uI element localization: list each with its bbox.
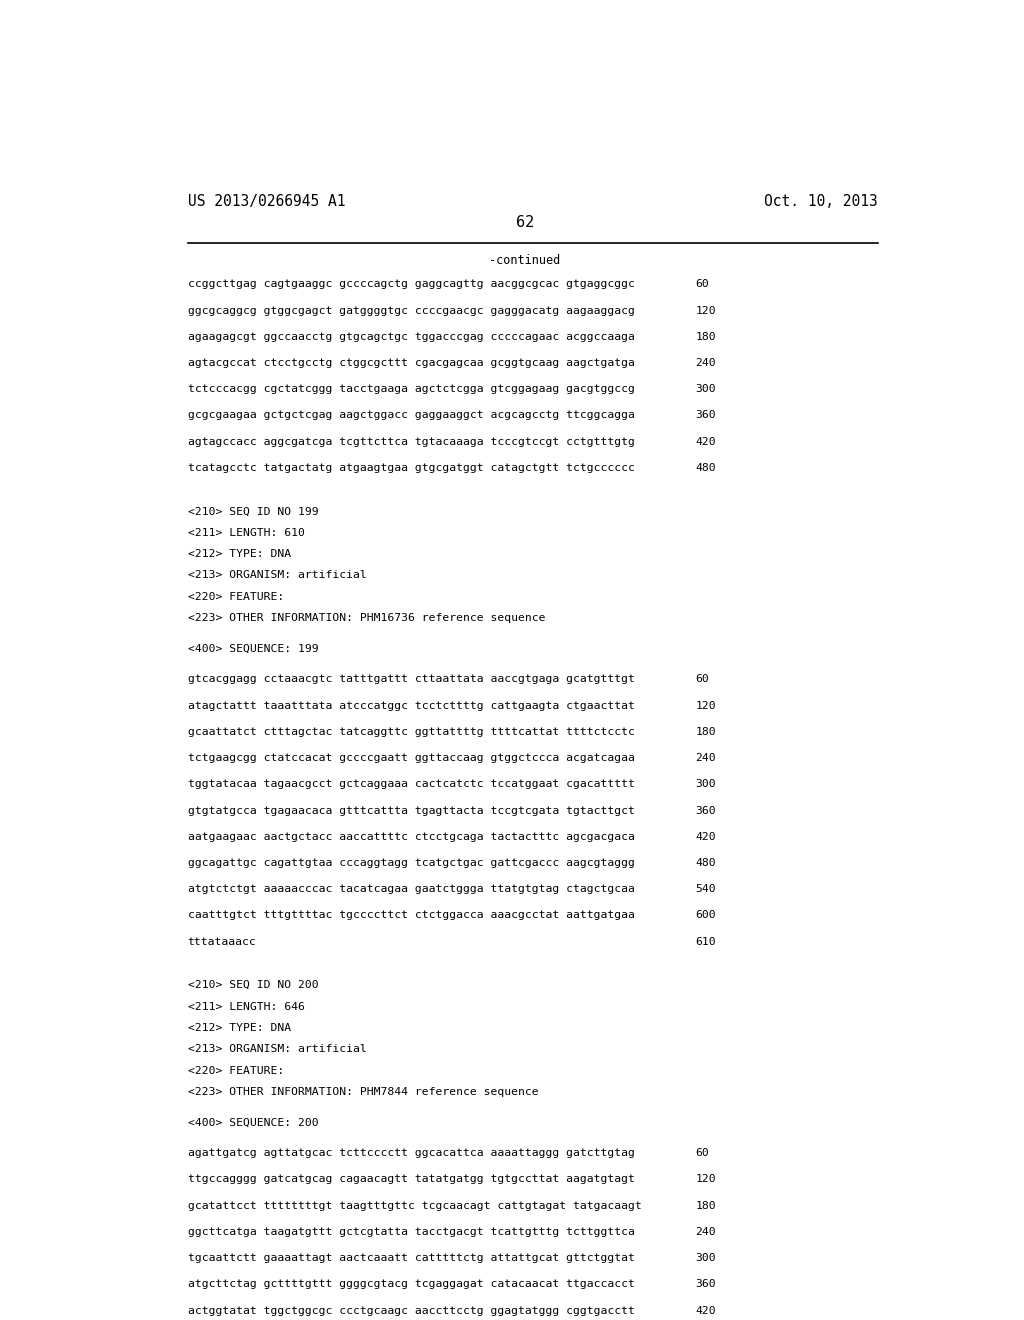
Text: 360: 360 — [695, 411, 716, 421]
Text: tggtatacaa tagaacgcct gctcaggaaa cactcatctc tccatggaat cgacattttt: tggtatacaa tagaacgcct gctcaggaaa cactcat… — [187, 779, 635, 789]
Text: agattgatcg agttatgcac tcttcccctt ggcacattca aaaattaggg gatcttgtag: agattgatcg agttatgcac tcttcccctt ggcacat… — [187, 1148, 635, 1158]
Text: 600: 600 — [695, 911, 716, 920]
Text: 420: 420 — [695, 1305, 716, 1316]
Text: 60: 60 — [695, 675, 710, 685]
Text: atagctattt taaatttata atcccatggc tcctcttttg cattgaagta ctgaacttat: atagctattt taaatttata atcccatggc tcctctt… — [187, 701, 635, 710]
Text: ccggcttgag cagtgaaggc gccccagctg gaggcagttg aacggcgcac gtgaggcggc: ccggcttgag cagtgaaggc gccccagctg gaggcag… — [187, 280, 635, 289]
Text: 180: 180 — [695, 331, 716, 342]
Text: aatgaagaac aactgctacc aaccattttc ctcctgcaga tactactttc agcgacgaca: aatgaagaac aactgctacc aaccattttc ctcctgc… — [187, 832, 635, 842]
Text: gcatattcct ttttttttgt taagtttgttc tcgcaacagt cattgtagat tatgacaagt: gcatattcct ttttttttgt taagtttgttc tcgcaa… — [187, 1201, 641, 1210]
Text: gcgcgaagaa gctgctcgag aagctggacc gaggaaggct acgcagcctg ttcggcagga: gcgcgaagaa gctgctcgag aagctggacc gaggaag… — [187, 411, 635, 421]
Text: 120: 120 — [695, 701, 716, 710]
Text: <400> SEQUENCE: 199: <400> SEQUENCE: 199 — [187, 644, 318, 653]
Text: 420: 420 — [695, 832, 716, 842]
Text: atgcttctag gcttttgttt ggggcgtacg tcgaggagat catacaacat ttgaccacct: atgcttctag gcttttgttt ggggcgtacg tcgagga… — [187, 1279, 635, 1290]
Text: <211> LENGTH: 610: <211> LENGTH: 610 — [187, 528, 304, 537]
Text: tctgaagcgg ctatccacat gccccgaatt ggttaccaag gtggctccca acgatcagaa: tctgaagcgg ctatccacat gccccgaatt ggttacc… — [187, 754, 635, 763]
Text: 120: 120 — [695, 1175, 716, 1184]
Text: 62: 62 — [516, 215, 534, 230]
Text: 300: 300 — [695, 1253, 716, 1263]
Text: 180: 180 — [695, 727, 716, 737]
Text: gcaattatct ctttagctac tatcaggttc ggttattttg ttttcattat ttttctcctc: gcaattatct ctttagctac tatcaggttc ggttatt… — [187, 727, 635, 737]
Text: 300: 300 — [695, 384, 716, 395]
Text: tcatagcctc tatgactatg atgaagtgaa gtgcgatggt catagctgtt tctgcccccc: tcatagcctc tatgactatg atgaagtgaa gtgcgat… — [187, 463, 635, 473]
Text: <211> LENGTH: 646: <211> LENGTH: 646 — [187, 1002, 304, 1011]
Text: 240: 240 — [695, 1226, 716, 1237]
Text: 540: 540 — [695, 884, 716, 894]
Text: gtgtatgcca tgagaacaca gtttcattta tgagttacta tccgtcgata tgtacttgct: gtgtatgcca tgagaacaca gtttcattta tgagtta… — [187, 805, 635, 816]
Text: 120: 120 — [695, 305, 716, 315]
Text: actggtatat tggctggcgc ccctgcaagc aaccttcctg ggagtatggg cggtgacctt: actggtatat tggctggcgc ccctgcaagc aaccttc… — [187, 1305, 635, 1316]
Text: agtagccacc aggcgatcga tcgttcttca tgtacaaaga tcccgtccgt cctgtttgtg: agtagccacc aggcgatcga tcgttcttca tgtacaa… — [187, 437, 635, 446]
Text: tttataaacc: tttataaacc — [187, 937, 256, 946]
Text: <210> SEQ ID NO 199: <210> SEQ ID NO 199 — [187, 507, 318, 516]
Text: 480: 480 — [695, 463, 716, 473]
Text: 240: 240 — [695, 358, 716, 368]
Text: ggcgcaggcg gtggcgagct gatggggtgc ccccgaacgc gagggacatg aagaaggacg: ggcgcaggcg gtggcgagct gatggggtgc ccccgaa… — [187, 305, 635, 315]
Text: <220> FEATURE:: <220> FEATURE: — [187, 1065, 284, 1076]
Text: Oct. 10, 2013: Oct. 10, 2013 — [764, 194, 878, 209]
Text: 300: 300 — [695, 779, 716, 789]
Text: 360: 360 — [695, 1279, 716, 1290]
Text: US 2013/0266945 A1: US 2013/0266945 A1 — [187, 194, 345, 209]
Text: <213> ORGANISM: artificial: <213> ORGANISM: artificial — [187, 570, 367, 581]
Text: 610: 610 — [695, 937, 716, 946]
Text: tctcccacgg cgctatcggg tacctgaaga agctctcgga gtcggagaag gacgtggccg: tctcccacgg cgctatcggg tacctgaaga agctctc… — [187, 384, 635, 395]
Text: ggcagattgc cagattgtaa cccaggtagg tcatgctgac gattcgaccc aagcgtaggg: ggcagattgc cagattgtaa cccaggtagg tcatgct… — [187, 858, 635, 869]
Text: 420: 420 — [695, 437, 716, 446]
Text: tgcaattctt gaaaattagt aactcaaatt catttttctg attattgcat gttctggtat: tgcaattctt gaaaattagt aactcaaatt cattttt… — [187, 1253, 635, 1263]
Text: ttgccagggg gatcatgcag cagaacagtt tatatgatgg tgtgccttat aagatgtagt: ttgccagggg gatcatgcag cagaacagtt tatatga… — [187, 1175, 635, 1184]
Text: <212> TYPE: DNA: <212> TYPE: DNA — [187, 1023, 291, 1032]
Text: <223> OTHER INFORMATION: PHM7844 reference sequence: <223> OTHER INFORMATION: PHM7844 referen… — [187, 1086, 539, 1097]
Text: 180: 180 — [695, 1201, 716, 1210]
Text: <400> SEQUENCE: 200: <400> SEQUENCE: 200 — [187, 1117, 318, 1127]
Text: caatttgtct tttgttttac tgccccttct ctctggacca aaacgcctat aattgatgaa: caatttgtct tttgttttac tgccccttct ctctgga… — [187, 911, 635, 920]
Text: ggcttcatga taagatgttt gctcgtatta tacctgacgt tcattgtttg tcttggttca: ggcttcatga taagatgttt gctcgtatta tacctga… — [187, 1226, 635, 1237]
Text: gtcacggagg cctaaacgtc tatttgattt cttaattata aaccgtgaga gcatgtttgt: gtcacggagg cctaaacgtc tatttgattt cttaatt… — [187, 675, 635, 685]
Text: agtacgccat ctcctgcctg ctggcgcttt cgacgagcaa gcggtgcaag aagctgatga: agtacgccat ctcctgcctg ctggcgcttt cgacgag… — [187, 358, 635, 368]
Text: 360: 360 — [695, 805, 716, 816]
Text: 60: 60 — [695, 1148, 710, 1158]
Text: 480: 480 — [695, 858, 716, 869]
Text: <213> ORGANISM: artificial: <213> ORGANISM: artificial — [187, 1044, 367, 1055]
Text: <220> FEATURE:: <220> FEATURE: — [187, 591, 284, 602]
Text: 60: 60 — [695, 280, 710, 289]
Text: -continued: -continued — [489, 253, 560, 267]
Text: <212> TYPE: DNA: <212> TYPE: DNA — [187, 549, 291, 560]
Text: <210> SEQ ID NO 200: <210> SEQ ID NO 200 — [187, 981, 318, 990]
Text: atgtctctgt aaaaacccac tacatcagaa gaatctggga ttatgtgtag ctagctgcaa: atgtctctgt aaaaacccac tacatcagaa gaatctg… — [187, 884, 635, 894]
Text: 240: 240 — [695, 754, 716, 763]
Text: <223> OTHER INFORMATION: PHM16736 reference sequence: <223> OTHER INFORMATION: PHM16736 refere… — [187, 612, 545, 623]
Text: agaagagcgt ggccaacctg gtgcagctgc tggacccgag cccccagaac acggccaaga: agaagagcgt ggccaacctg gtgcagctgc tggaccc… — [187, 331, 635, 342]
